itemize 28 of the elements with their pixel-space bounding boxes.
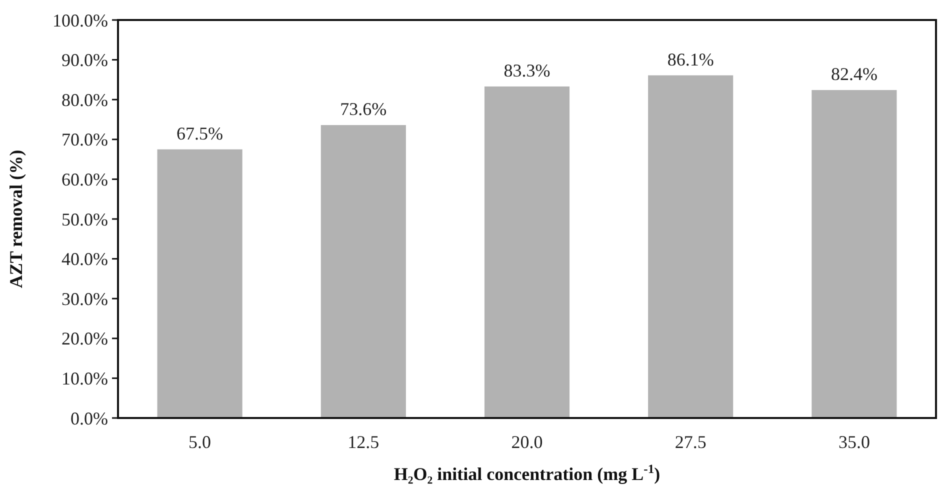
x-tick-label: 27.5 <box>674 432 706 452</box>
bar <box>484 86 570 418</box>
y-tick-label: 20.0% <box>62 328 108 349</box>
y-tick-label: 30.0% <box>62 288 108 309</box>
bar <box>157 149 242 418</box>
y-axis-title: AZT removal (%) <box>6 150 26 288</box>
data-label: 82.4% <box>830 64 878 84</box>
x-tick-label: 12.5 <box>348 432 380 452</box>
y-tick-label: 70.0% <box>62 130 108 150</box>
y-tick-label: 0.0% <box>70 408 108 428</box>
x-axis-title: H₂O₂ initial concentration (mg L$^{-1}$) <box>394 462 660 484</box>
y-tick-label: 60.0% <box>62 170 108 190</box>
x-tick-label: 20.0 <box>511 432 543 452</box>
y-tick-label: 50.0% <box>62 209 108 230</box>
bar <box>812 90 897 418</box>
x-tick-label: 5.0 <box>188 432 212 452</box>
y-tick-label: 40.0% <box>62 249 108 270</box>
y-tick-label: 10.0% <box>62 368 108 388</box>
data-label: 83.3% <box>504 60 550 80</box>
data-label: 67.5% <box>176 123 224 144</box>
x-tick-label: 35.0 <box>838 432 870 452</box>
data-label: 86.1% <box>667 49 714 70</box>
y-tick-label: 90.0% <box>62 50 108 70</box>
data-label: 73.6% <box>340 99 387 120</box>
y-tick-label: 100.0% <box>52 10 108 30</box>
y-tick-label: 80.0% <box>62 90 108 110</box>
bar <box>648 75 734 418</box>
bar <box>320 125 406 418</box>
